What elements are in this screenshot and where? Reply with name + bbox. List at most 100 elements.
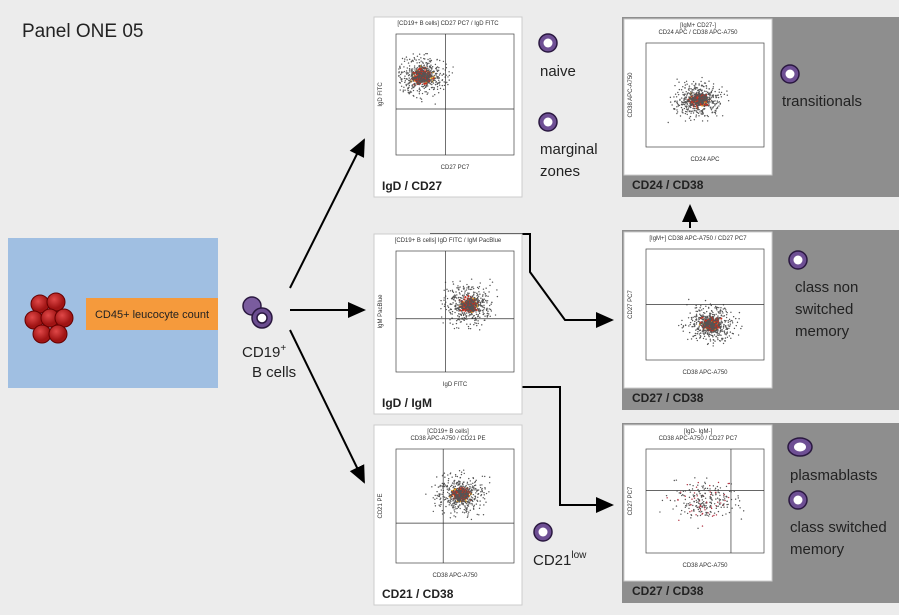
event-dot <box>699 88 702 90</box>
event-dot <box>476 292 478 295</box>
event-dot <box>489 278 491 280</box>
event-dot <box>443 305 446 308</box>
event-dot <box>704 96 706 98</box>
event-dot <box>461 290 463 293</box>
event-dot <box>424 91 426 93</box>
event-dot <box>681 108 684 111</box>
event-dot <box>709 331 712 333</box>
event-dot <box>710 329 712 331</box>
event-dot <box>731 320 734 322</box>
event-dot <box>738 311 741 314</box>
event-dot <box>712 317 715 319</box>
event-dot <box>690 91 692 93</box>
event-dot <box>712 319 715 321</box>
event-dot <box>684 84 687 86</box>
event-dot <box>732 333 735 335</box>
event-dot <box>451 495 454 498</box>
event-dot <box>486 300 489 302</box>
event-dot <box>686 512 689 515</box>
event-dot <box>405 72 407 74</box>
event-dot <box>473 484 476 487</box>
event-dot <box>689 104 692 107</box>
event-dot <box>438 494 441 496</box>
event-dot <box>723 494 726 496</box>
event-dot <box>416 90 419 92</box>
event-dot <box>421 66 424 69</box>
event-dot <box>457 287 459 289</box>
event-dot <box>458 470 461 472</box>
event-dot <box>702 85 705 88</box>
event-dot <box>448 310 450 312</box>
cd19-label: CD19+ <box>242 343 286 361</box>
population-text: naive <box>540 63 576 80</box>
event-dot <box>716 329 719 331</box>
event-dot <box>718 498 721 500</box>
event-dot <box>692 335 694 338</box>
event-dot <box>683 101 685 104</box>
event-dot <box>697 527 699 530</box>
event-dot <box>478 286 481 288</box>
event-dot <box>435 74 437 76</box>
event-dot <box>714 100 716 102</box>
event-dot <box>685 98 687 100</box>
cd19-marker: CD19 <box>242 344 280 361</box>
event-dot <box>713 503 716 505</box>
event-dot <box>475 322 477 325</box>
event-dot <box>702 337 705 340</box>
event-dot <box>464 292 466 294</box>
event-dot <box>422 78 424 81</box>
event-dot <box>484 319 486 321</box>
event-dot <box>728 335 731 337</box>
event-dot <box>411 72 413 74</box>
event-dot <box>692 80 695 83</box>
event-dot <box>430 68 433 70</box>
event-dot <box>695 329 697 331</box>
event-dot <box>434 83 437 86</box>
event-dot <box>466 486 469 489</box>
event-dot <box>446 491 449 494</box>
event-dot <box>727 482 729 485</box>
event-dot <box>693 119 696 121</box>
event-dot <box>485 295 487 297</box>
event-dot <box>710 498 712 500</box>
event-dot <box>700 99 703 102</box>
event-dot <box>454 498 456 500</box>
event-dot <box>421 86 424 88</box>
event-dot <box>712 485 715 487</box>
event-dot <box>689 94 692 96</box>
event-dot <box>694 320 696 323</box>
event-dot <box>471 502 473 505</box>
event-dot <box>461 492 464 495</box>
event-dot <box>457 505 460 507</box>
event-dot <box>720 307 722 309</box>
event-dot <box>704 487 707 490</box>
event-dot <box>701 120 704 122</box>
event-dot <box>449 494 451 496</box>
event-dot <box>698 510 700 513</box>
event-dot <box>699 509 702 511</box>
event-dot <box>468 490 470 492</box>
event-dot <box>702 94 704 96</box>
event-dot <box>699 503 701 505</box>
event-dot <box>712 494 714 497</box>
event-dot <box>712 106 715 108</box>
event-dot <box>698 101 700 103</box>
event-dot <box>405 70 408 72</box>
event-dot <box>434 505 437 507</box>
event-dot <box>694 97 696 100</box>
event-dot <box>705 318 707 320</box>
event-dot <box>414 77 416 80</box>
event-dot <box>460 471 463 473</box>
event-dot <box>698 94 701 96</box>
event-dot <box>698 84 700 86</box>
event-dot <box>467 489 470 491</box>
event-dot <box>419 73 422 75</box>
event-dot <box>694 307 696 309</box>
event-dot <box>678 88 681 91</box>
event-dot <box>488 291 490 293</box>
event-dot <box>726 90 728 92</box>
event-dot <box>684 112 687 115</box>
event-dot <box>463 499 465 501</box>
event-dot <box>419 80 422 82</box>
event-dot <box>714 487 717 490</box>
